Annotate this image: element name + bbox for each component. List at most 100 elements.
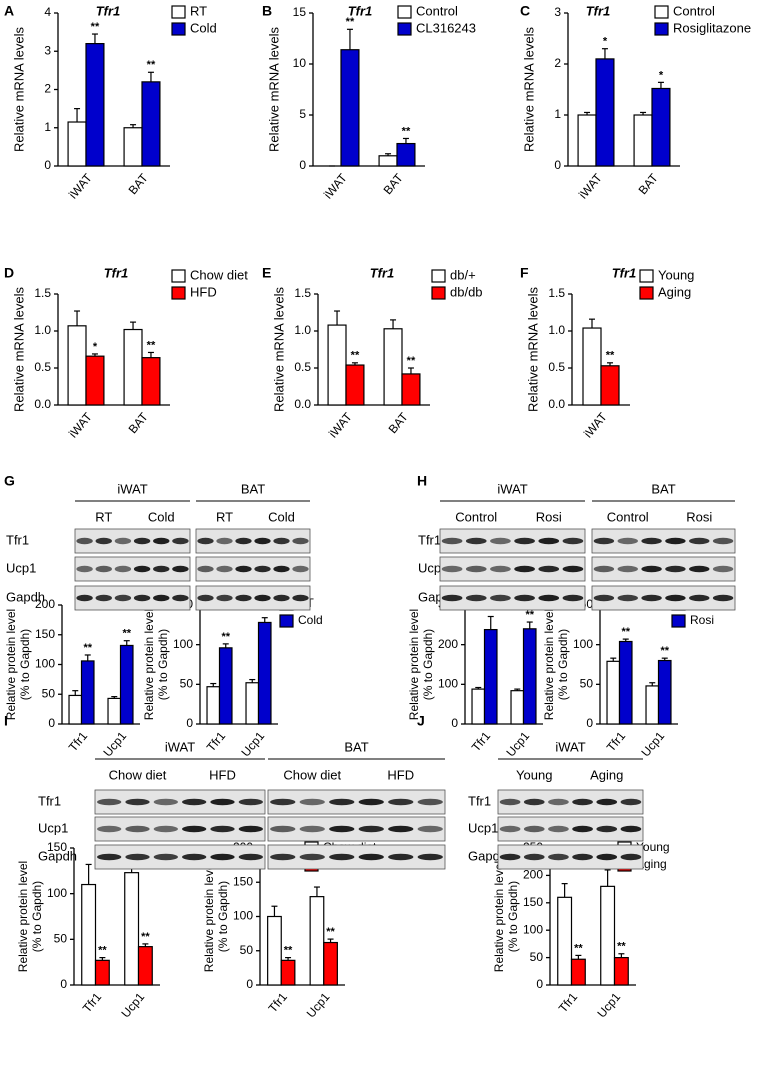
blot-band [172, 565, 189, 573]
blot-band [172, 537, 189, 545]
blot-band [523, 825, 545, 833]
y-tick-label: 150 [233, 874, 253, 888]
blot-band [514, 537, 535, 545]
bar [141, 357, 161, 406]
y-axis-label: (% to Gapdh) [506, 881, 520, 952]
bar [67, 121, 87, 167]
x-tick-label: iWAT [66, 409, 95, 440]
blot-band [238, 798, 263, 806]
chart-title: Tfr1 [104, 265, 129, 280]
bar [651, 87, 671, 167]
blot-band [114, 537, 132, 545]
legend-label: Rosiglitazone [673, 20, 751, 35]
bar [577, 114, 597, 167]
y-axis-label: (% to Gapdh) [30, 881, 44, 952]
x-tick-label: Ucp1 [100, 729, 129, 760]
y-tick-label: 0 [60, 977, 67, 991]
legend-swatch [397, 5, 412, 19]
blot-band [593, 594, 615, 602]
chart-title: Tfr1 [612, 265, 637, 280]
panel-label: D [4, 265, 14, 281]
bar [510, 690, 525, 725]
y-tick-label: 100 [438, 677, 458, 691]
significance: ** [660, 645, 669, 657]
blot-band [273, 537, 290, 545]
blot-strip [497, 844, 644, 870]
blot-band [514, 565, 535, 573]
blot-band [235, 565, 252, 573]
blot-band [172, 594, 189, 602]
blot-band [465, 565, 487, 573]
blot-band [133, 565, 151, 573]
blot-strip [195, 556, 311, 582]
blot-band [665, 594, 686, 602]
legend-label: HFD [190, 284, 217, 299]
blot-band [114, 594, 132, 602]
y-tick-label: 50 [42, 686, 56, 700]
x-tick-label: Tfr1 [556, 990, 581, 1016]
bar [280, 959, 296, 986]
blot-band [114, 565, 132, 573]
x-tick-label: Ucp1 [304, 990, 333, 1021]
legend-swatch [654, 5, 669, 19]
panel-label: B [262, 3, 272, 19]
blot-band [689, 537, 710, 545]
blot-band [441, 565, 463, 573]
y-tick-label: 200 [35, 597, 55, 611]
bar [600, 365, 620, 406]
blot-band [153, 565, 170, 573]
blot-row-label: Tfr1 [468, 793, 491, 808]
blot-band [210, 798, 235, 806]
blot-band [641, 537, 662, 545]
significance: ** [221, 631, 230, 643]
blot-band [238, 825, 263, 833]
panel-label: I [4, 713, 8, 729]
blot-band [388, 798, 414, 806]
blot-band [388, 825, 414, 833]
y-axis-label: Relative mRNA levels [521, 27, 536, 152]
blot-band [562, 594, 584, 602]
blot-band [235, 537, 252, 545]
blot-band [417, 798, 443, 806]
bar [85, 355, 105, 406]
blot-band [76, 537, 93, 545]
blot-condition-label: Chow diet [283, 767, 341, 782]
bar [141, 81, 161, 167]
bar [124, 872, 140, 986]
blot-band [292, 537, 309, 545]
blot-band [182, 853, 207, 861]
blot-band [133, 594, 151, 602]
y-axis-label: (% to Gapdh) [556, 629, 570, 700]
x-tick-label: Ucp1 [638, 729, 667, 760]
blot-band [97, 825, 122, 833]
legend-label: Cold [190, 20, 217, 35]
blot-band [270, 853, 296, 861]
blot-condition-label: Cold [148, 509, 175, 524]
blot-band [292, 594, 309, 602]
blot-condition-label: Aging [590, 767, 623, 782]
blot-condition-label: Control [455, 509, 497, 524]
blot-band [153, 825, 178, 833]
legend-label: db/db [450, 284, 483, 299]
x-tick-label: BAT [386, 409, 412, 436]
x-tick-label: iWAT [581, 409, 610, 440]
panel-label: C [520, 3, 530, 19]
blot-strip [267, 816, 446, 842]
blot-band [514, 594, 535, 602]
blot-band [329, 853, 355, 861]
significance: ** [147, 339, 156, 351]
blot-band [153, 853, 178, 861]
bar [600, 885, 616, 986]
blot-band [641, 565, 662, 573]
bar [582, 327, 602, 406]
x-tick-label: Ucp1 [503, 729, 532, 760]
legend-swatch [671, 614, 686, 628]
blot-band [182, 798, 207, 806]
y-axis-label: Relative protein level [542, 609, 556, 720]
blot-band [125, 853, 150, 861]
blot-strip [267, 844, 446, 870]
panel-label: E [262, 265, 271, 281]
blot-band [441, 537, 463, 545]
y-axis-label: Relative mRNA levels [11, 287, 26, 412]
blot-band [712, 594, 734, 602]
